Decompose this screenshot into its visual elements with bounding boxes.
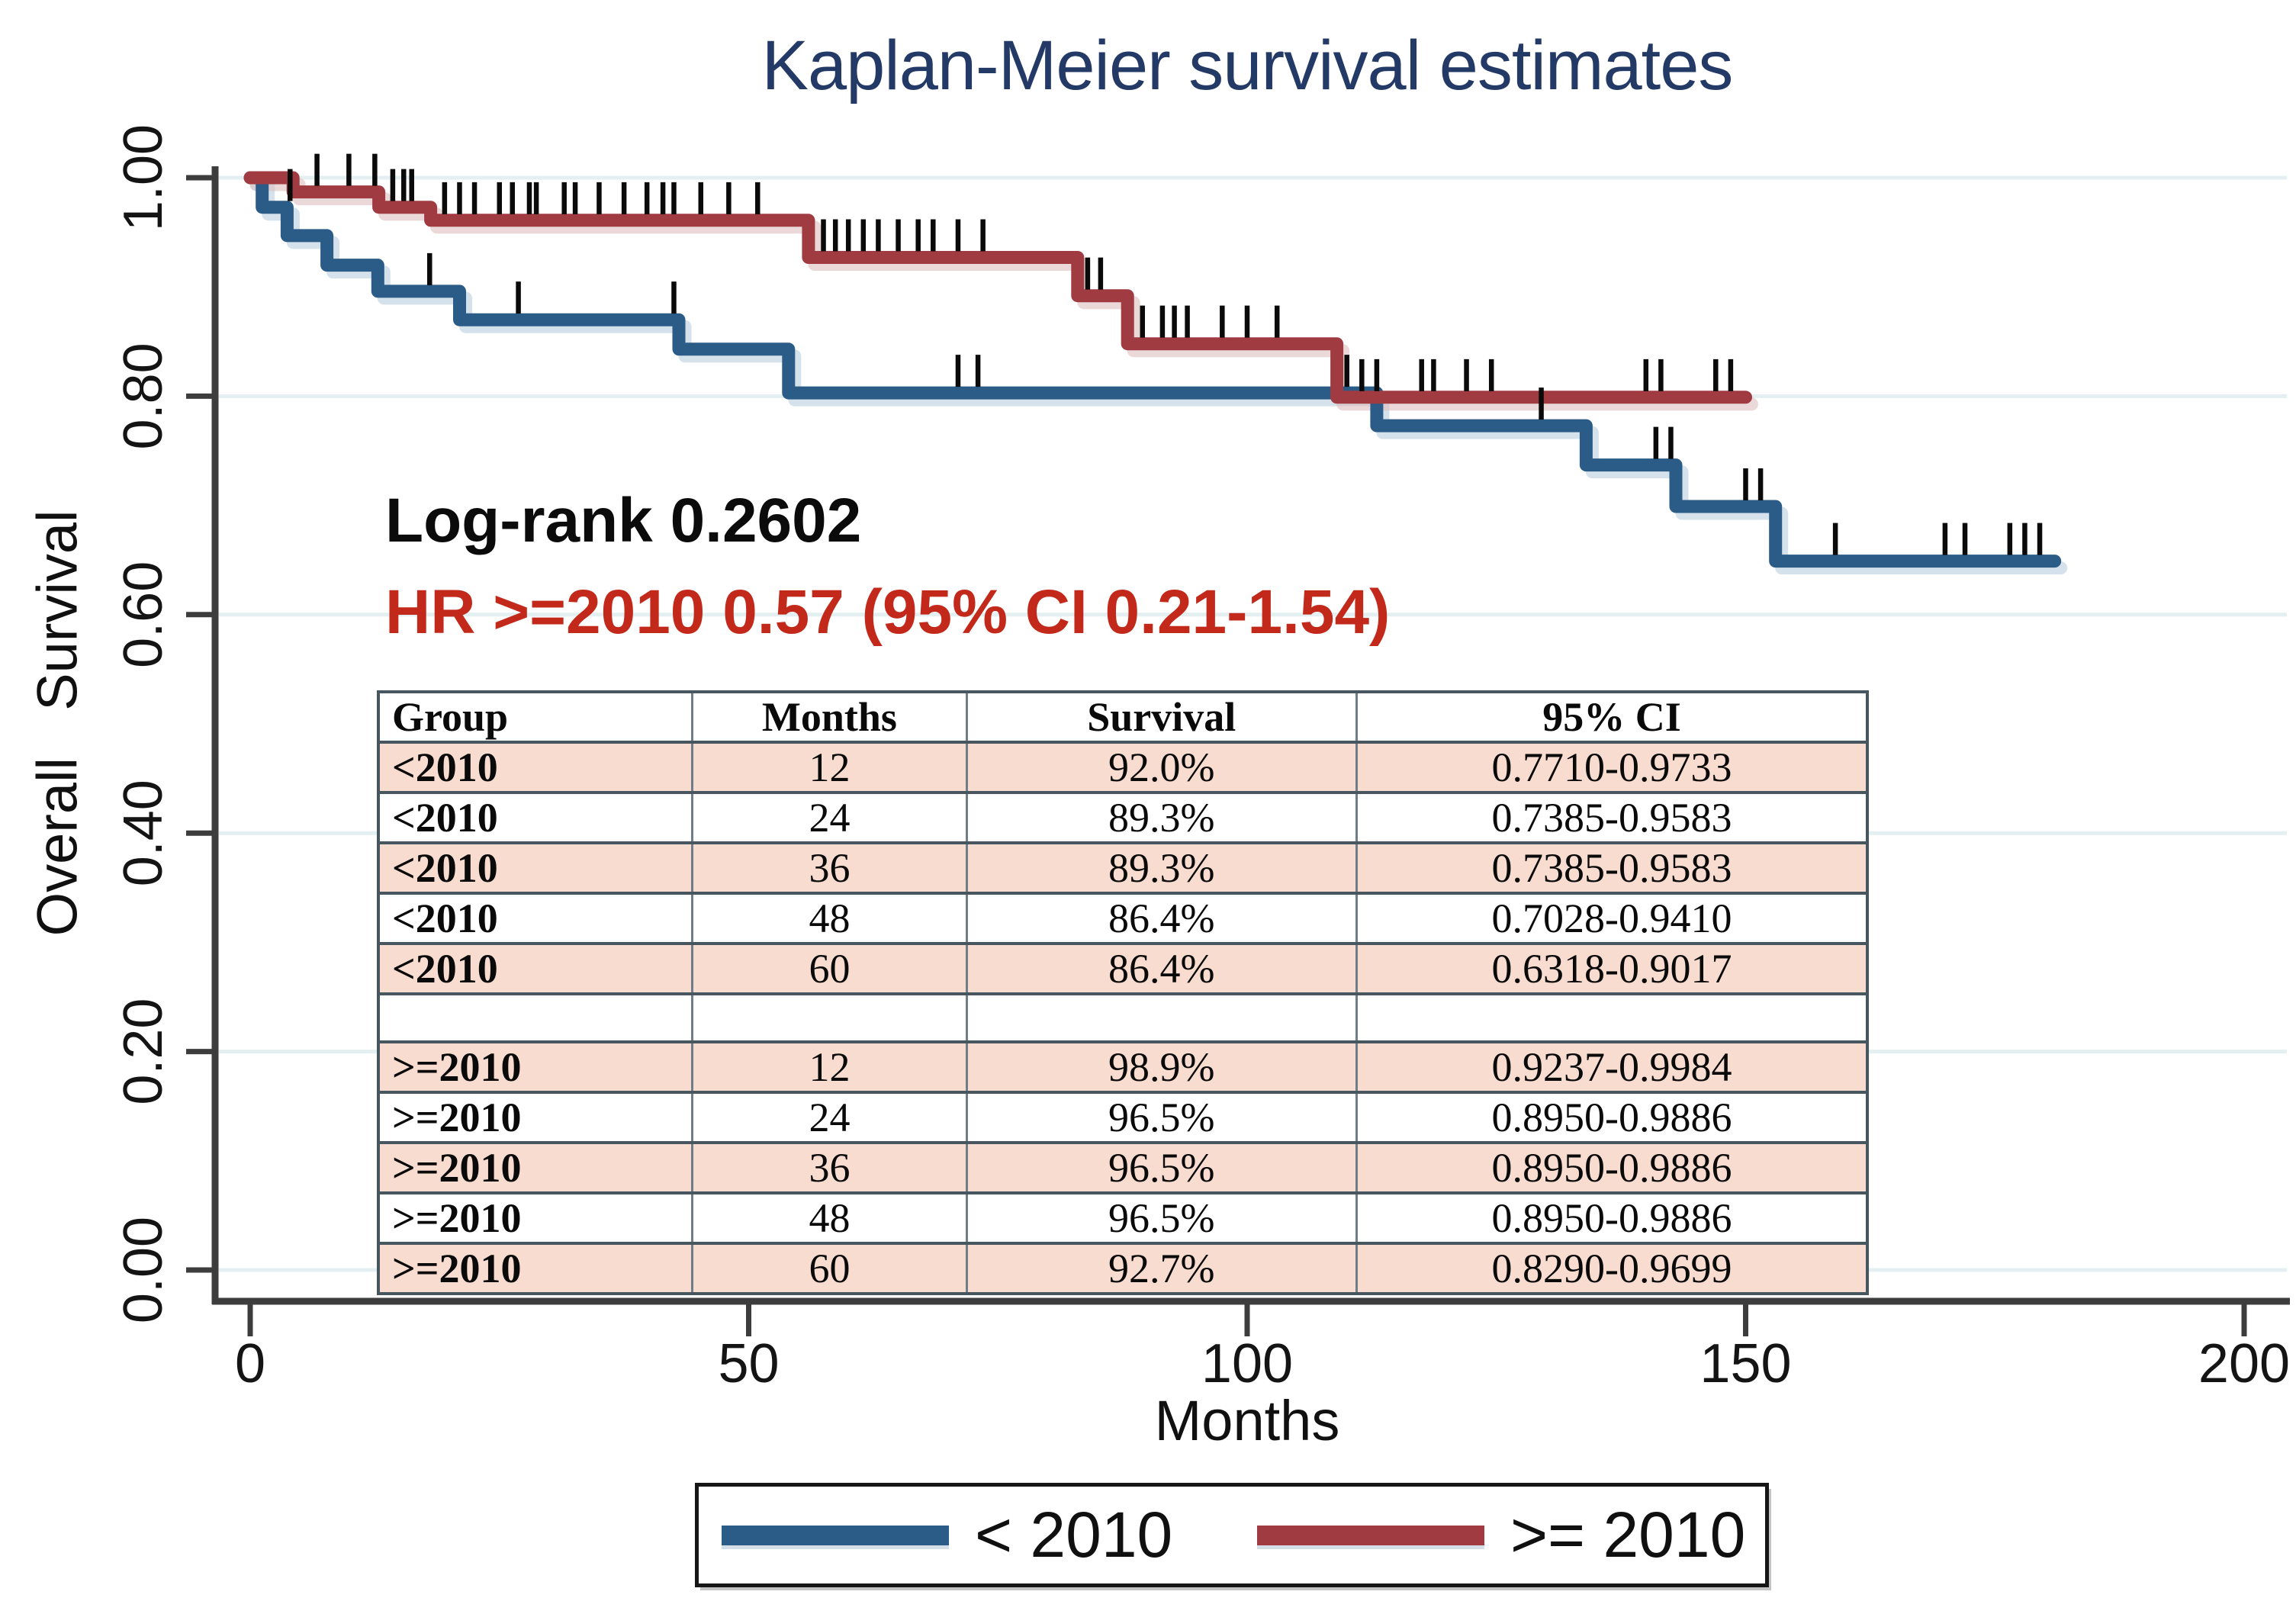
cell-group: >=2010 <box>377 1191 693 1243</box>
table-row: >=2010 60 92.7% 0.8290-0.9699 <box>377 1242 1867 1294</box>
cell-survival: 96.5% <box>965 1141 1357 1193</box>
table-row-empty <box>377 992 1867 1042</box>
cell-group: >=2010 <box>377 1141 693 1193</box>
svg-text:150: 150 <box>1699 1333 1791 1394</box>
svg-text:50: 50 <box>718 1333 779 1394</box>
survival-table-container: Group Months Survival 95% CI <2010 12 92.0… <box>377 690 1869 1295</box>
cell-survival: 86.4% <box>965 892 1357 944</box>
cell-months: 48 <box>691 892 967 944</box>
cell-months: 36 <box>691 841 967 893</box>
x-axis-title: Months <box>1154 1389 1340 1452</box>
cell-survival: 86.4% <box>965 942 1357 994</box>
cell-months: 24 <box>691 1091 967 1143</box>
legend-label: < 2010 <box>975 1499 1173 1571</box>
cell-months: 60 <box>691 1242 967 1294</box>
table-row: >=2010 48 96.5% 0.8950-0.9886 <box>377 1191 1867 1243</box>
svg-text:0.80: 0.80 <box>113 342 174 449</box>
cell-months: 60 <box>691 942 967 994</box>
cell-ci: 0.7385-0.9583 <box>1355 841 1867 893</box>
svg-text:0: 0 <box>235 1333 265 1394</box>
cell-group: <2010 <box>377 791 693 843</box>
cell-group: >=2010 <box>377 1091 693 1143</box>
cell-group: <2010 <box>377 841 693 893</box>
cell-ci: 0.7385-0.9583 <box>1355 791 1867 843</box>
legend-item-ge2010: >= 2010 <box>1257 1487 1745 1583</box>
cell-months: 48 <box>691 1191 967 1243</box>
cell-months: 36 <box>691 1141 967 1193</box>
cell-ci: 0.8950-0.9886 <box>1355 1141 1867 1193</box>
chart-title: Kaplan-Meier survival estimates <box>761 27 1734 104</box>
cell-ci: 0.8950-0.9886 <box>1355 1191 1867 1243</box>
cell-months: 12 <box>691 741 967 793</box>
cell-group: <2010 <box>377 741 693 793</box>
table-header-row: Group Months Survival 95% CI <box>377 690 1867 742</box>
cell-ci: 0.7028-0.9410 <box>1355 892 1867 944</box>
svg-text:0.40: 0.40 <box>113 780 174 886</box>
cell-survival: 89.3% <box>965 841 1357 893</box>
legend-line-swatch-red <box>1257 1525 1484 1545</box>
cell-survival: 92.7% <box>965 1242 1357 1294</box>
table-header-months: Months <box>691 690 967 742</box>
cell-survival: 92.0% <box>965 741 1357 793</box>
table-header-group: Group <box>377 690 693 742</box>
cell-group: >=2010 <box>377 1040 693 1092</box>
svg-text:100: 100 <box>1201 1333 1293 1394</box>
cell-ci: 0.6318-0.9017 <box>1355 942 1867 994</box>
svg-text:0.20: 0.20 <box>113 998 174 1105</box>
svg-text:0.00: 0.00 <box>113 1217 174 1323</box>
cell-ci: 0.9237-0.9984 <box>1355 1040 1867 1092</box>
cell-ci <box>1355 992 1867 1042</box>
hr-annotation: HR >=2010 0.57 (95% CI 0.21-1.54) <box>385 577 1391 647</box>
legend-label: >= 2010 <box>1510 1499 1746 1571</box>
table-row: <2010 48 86.4% 0.7028-0.9410 <box>377 892 1867 944</box>
svg-text:200: 200 <box>2198 1333 2290 1394</box>
legend-line-swatch-blue <box>722 1525 949 1545</box>
svg-text:0.60: 0.60 <box>113 561 174 668</box>
table-header-ci: 95% CI <box>1355 690 1867 742</box>
cell-survival: 89.3% <box>965 791 1357 843</box>
cell-months: 12 <box>691 1040 967 1092</box>
cell-ci: 0.8290-0.9699 <box>1355 1242 1867 1294</box>
table-header-survival: Survival <box>965 690 1357 742</box>
cell-ci: 0.8950-0.9886 <box>1355 1091 1867 1143</box>
table-row: <2010 60 86.4% 0.6318-0.9017 <box>377 942 1867 994</box>
cell-survival: 98.9% <box>965 1040 1357 1092</box>
table-row: >=2010 36 96.5% 0.8950-0.9886 <box>377 1141 1867 1193</box>
cell-group: <2010 <box>377 942 693 994</box>
survival-table: Group Months Survival 95% CI <2010 12 92.0… <box>377 690 1869 1295</box>
logrank-annotation: Log-rank 0.2602 <box>385 486 862 555</box>
cell-ci: 0.7710-0.9733 <box>1355 741 1867 793</box>
svg-text:1.00: 1.00 <box>113 124 174 231</box>
cell-group: >=2010 <box>377 1242 693 1294</box>
legend-item-lt2010: < 2010 <box>722 1487 1172 1583</box>
table-row: <2010 12 92.0% 0.7710-0.9733 <box>377 741 1867 793</box>
cell-months: 24 <box>691 791 967 843</box>
table-row: <2010 24 89.3% 0.7385-0.9583 <box>377 791 1867 843</box>
cell-group <box>377 992 693 1042</box>
cell-survival: 96.5% <box>965 1091 1357 1143</box>
table-row: <2010 36 89.3% 0.7385-0.9583 <box>377 841 1867 893</box>
cell-group: <2010 <box>377 892 693 944</box>
cell-survival <box>965 992 1357 1042</box>
table-row: >=2010 24 96.5% 0.8950-0.9886 <box>377 1091 1867 1143</box>
cell-months <box>691 992 967 1042</box>
cell-survival: 96.5% <box>965 1191 1357 1243</box>
legend: < 2010 >= 2010 <box>695 1483 1769 1587</box>
table-row: >=2010 12 98.9% 0.9237-0.9984 <box>377 1040 1867 1092</box>
